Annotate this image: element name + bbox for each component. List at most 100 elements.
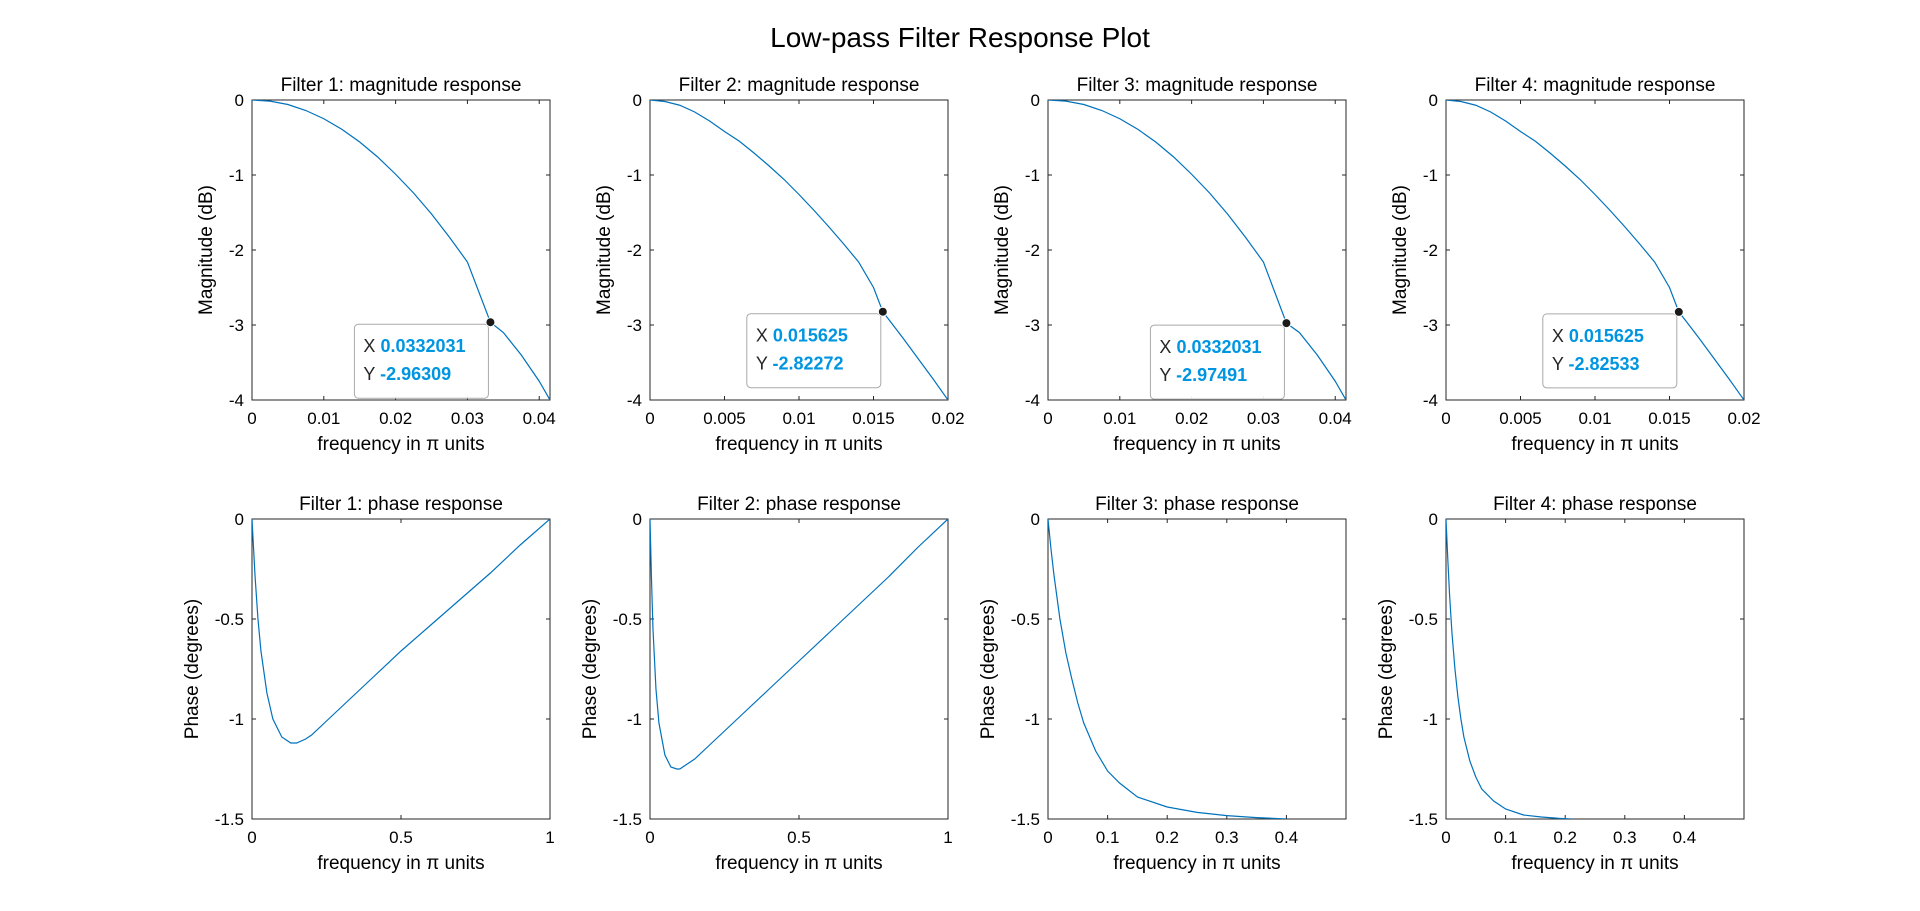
y-tick-label: -1 [1025, 166, 1040, 185]
axes-box [1047, 518, 1347, 820]
y-tick-label: -1.5 [613, 810, 642, 829]
y-axis-label: Magnitude (dB) [992, 185, 1013, 315]
x-tick-label: 0.04 [523, 409, 556, 428]
y-tick-label: -1 [1423, 166, 1438, 185]
y-tick-label: -1.5 [1409, 810, 1438, 829]
x-tick-label: 0 [645, 409, 654, 428]
x-tick-label: 0.005 [1499, 409, 1542, 428]
x-tick-label: 0.02 [931, 409, 964, 428]
y-tick-label: -3 [229, 316, 244, 335]
x-axis-label: frequency in π units [1511, 434, 1678, 455]
y-tick-label: 0 [1031, 510, 1040, 529]
x-tick-label: 0.4 [1673, 828, 1697, 847]
x-tick-label: 0.02 [1175, 409, 1208, 428]
x-tick-label: 0.4 [1275, 828, 1299, 847]
x-tick-label: 0.015 [852, 409, 895, 428]
x-tick-label: 0.5 [787, 828, 811, 847]
x-axis-label: frequency in π units [317, 853, 484, 874]
y-tick-label: -0.5 [215, 610, 244, 629]
y-tick-label: -2 [1025, 241, 1040, 260]
y-tick-label: -2 [627, 241, 642, 260]
x-tick-label: 0.2 [1155, 828, 1179, 847]
datatip-marker[interactable] [1281, 318, 1292, 329]
datatip-marker[interactable] [485, 317, 496, 328]
subplot-5: 0 0.5 1 -1.5 -1 -0.5 0 Filter 1: phase response… [182, 494, 555, 874]
x-tick-label: 0.015 [1648, 409, 1691, 428]
y-tick-label: -3 [1423, 316, 1438, 335]
x-tick-label: 0.01 [1578, 409, 1611, 428]
subplot-title: Filter 3: phase response [1095, 494, 1299, 515]
y-tick-label: 0 [235, 91, 244, 110]
y-tick-label: -1 [627, 166, 642, 185]
series-line-1 [650, 519, 948, 770]
subplot-title: Filter 4: phase response [1493, 494, 1697, 515]
y-axis-label: Phase (degrees) [978, 599, 999, 739]
y-tick-label: -0.5 [613, 610, 642, 629]
x-axis-label: frequency in π units [1511, 853, 1678, 874]
subplot-title: Filter 2: phase response [697, 494, 901, 515]
y-tick-label: 0 [1031, 91, 1040, 110]
x-axis-label: frequency in π units [715, 853, 882, 874]
y-tick-label: 0 [235, 510, 244, 529]
y-tick-label: 0 [1429, 510, 1438, 529]
datatip-y-text: Y -2.97491 [1159, 365, 1247, 385]
datatip-box[interactable] [353, 323, 489, 399]
x-axis-label: frequency in π units [1113, 434, 1280, 455]
x-tick-label: 0.04 [1319, 409, 1352, 428]
x-tick-label: 0.3 [1215, 828, 1239, 847]
x-tick-label: 0.02 [379, 409, 412, 428]
axes-box [1445, 518, 1745, 820]
datatip-x-text: X 0.015625 [756, 326, 848, 346]
datatip-marker[interactable] [877, 306, 888, 317]
y-tick-label: -4 [627, 391, 642, 410]
datatip-box[interactable] [1149, 324, 1285, 400]
x-tick-label: 0.03 [451, 409, 484, 428]
x-tick-label: 1 [943, 828, 952, 847]
subplot-title: Filter 2: magnitude response [679, 75, 920, 96]
figure-title: Low-pass Filter Response Plot [770, 22, 1150, 53]
datatip-x-text: X 0.0332031 [1159, 337, 1261, 357]
axes-box [251, 518, 551, 820]
y-tick-label: -1.5 [215, 810, 244, 829]
y-axis-label: Phase (degrees) [182, 599, 203, 739]
y-tick-label: -0.5 [1011, 610, 1040, 629]
y-tick-label: -3 [627, 316, 642, 335]
datatip-y-text: Y -2.82533 [1552, 354, 1640, 374]
x-tick-label: 0 [1441, 828, 1450, 847]
datatip-marker[interactable] [1673, 306, 1684, 317]
x-tick-label: 0.01 [307, 409, 340, 428]
series-line-1 [252, 519, 550, 744]
y-tick-label: -2 [229, 241, 244, 260]
y-tick-label: -1 [229, 710, 244, 729]
axes-box [649, 518, 949, 820]
series-line-1 [252, 100, 550, 400]
subplot-title: Filter 4: magnitude response [1475, 75, 1716, 96]
y-axis-label: Magnitude (dB) [1390, 185, 1411, 315]
x-tick-label: 0.3 [1613, 828, 1637, 847]
x-tick-label: 0.03 [1247, 409, 1280, 428]
series-line-1 [1048, 100, 1346, 400]
subplot-2: 0 0.005 0.01 0.015 0.02 -4 -3 -2 -1 0 Filter 2: ma… [594, 75, 965, 455]
x-tick-label: 0.02 [1727, 409, 1760, 428]
y-tick-label: -1.5 [1011, 810, 1040, 829]
y-tick-label: 0 [633, 91, 642, 110]
x-tick-label: 0.5 [389, 828, 413, 847]
y-tick-label: -1 [1423, 710, 1438, 729]
datatip-box[interactable] [746, 313, 882, 389]
subplot-7: 0 0.1 0.2 0.3 0.4 -1.5 -1 -0.5 0 Filter 3: phase … [978, 494, 1347, 874]
subplot-6: 0 0.5 1 -1.5 -1 -0.5 0 Filter 2: phase response… [580, 494, 953, 874]
datatip-y-text: Y -2.82272 [756, 354, 844, 374]
subplot-title: Filter 1: phase response [299, 494, 503, 515]
x-tick-label: 0 [1441, 409, 1450, 428]
series-line-1 [1446, 100, 1744, 400]
subplot-4: 0 0.005 0.01 0.015 0.02 -4 -3 -2 -1 0 Filter 4: ma… [1390, 75, 1761, 455]
subplot-3: 0 0.01 0.02 0.03 0.04 -4 -3 -2 -1 0 Filter 3: magn… [992, 75, 1352, 455]
x-axis-label: frequency in π units [317, 434, 484, 455]
series-line-1 [1048, 519, 1287, 819]
series-line-1 [650, 100, 948, 400]
x-tick-label: 0 [247, 828, 256, 847]
datatip-box[interactable] [1542, 313, 1678, 389]
x-tick-label: 0.01 [1103, 409, 1136, 428]
subplot-title: Filter 1: magnitude response [281, 75, 522, 96]
